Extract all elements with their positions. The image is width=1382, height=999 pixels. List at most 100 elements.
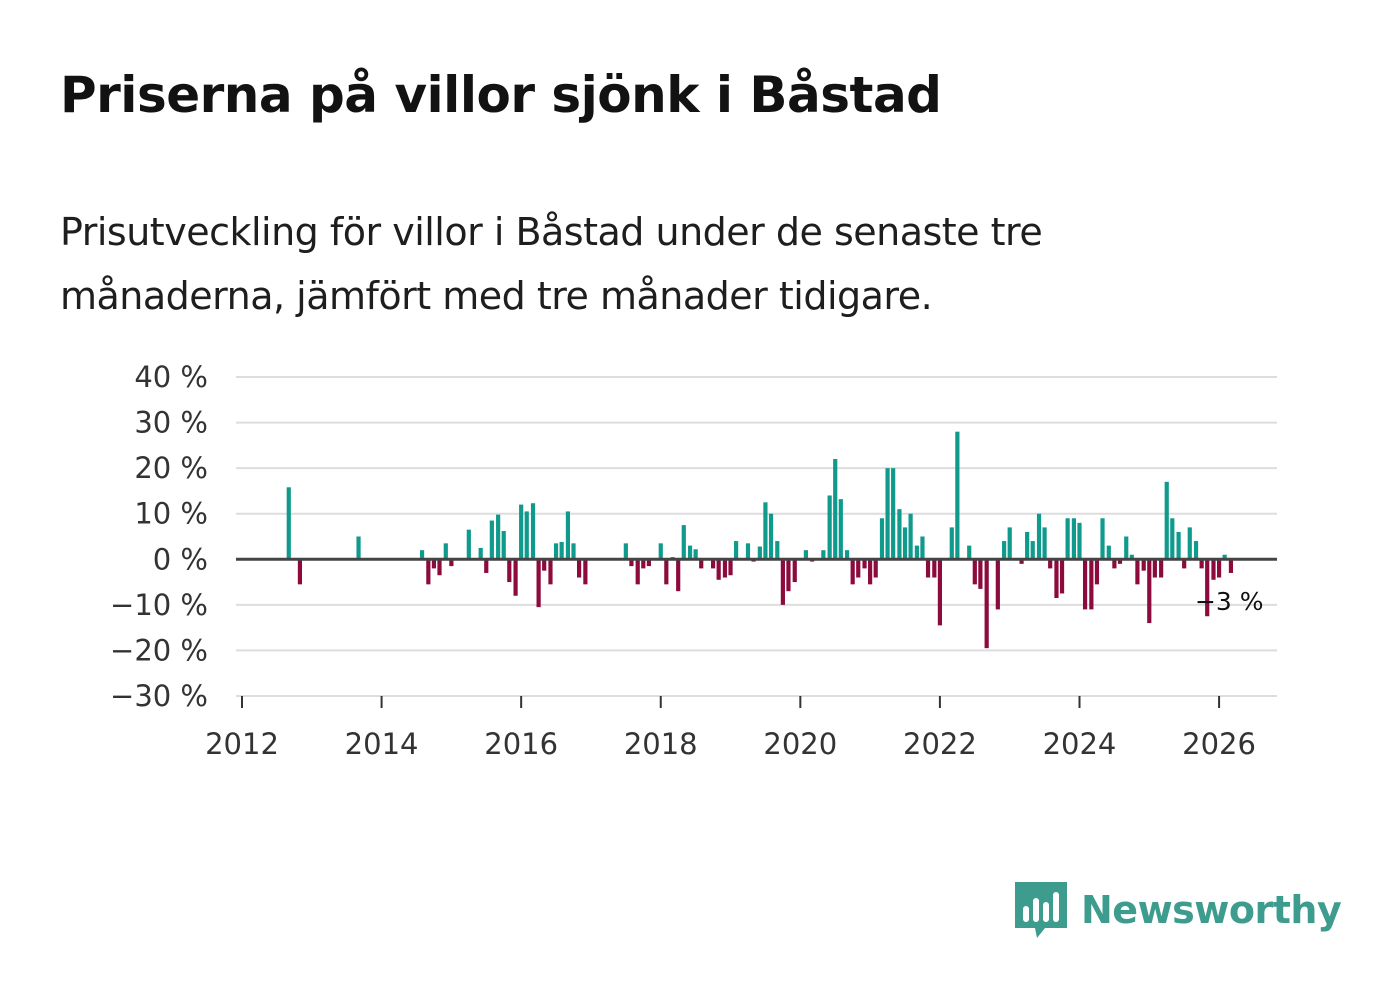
bar-23 [553, 543, 559, 560]
bar-94 [1054, 559, 1059, 599]
bar-18 [524, 511, 529, 560]
bar-4 [426, 559, 431, 585]
bar-14 [501, 531, 506, 560]
bar-60 [833, 459, 838, 560]
x-tick-label: 2012 [205, 727, 279, 761]
bar-15 [507, 559, 512, 583]
bar-28 [583, 559, 588, 585]
bar-70 [891, 468, 896, 560]
bar-100 [1089, 559, 1094, 610]
bar-85 [995, 559, 1000, 610]
y-tick-label: 10 % [134, 497, 208, 531]
bar-90 [1030, 541, 1035, 560]
bar-122 [1216, 559, 1222, 578]
bar-47 [745, 543, 751, 560]
bar-6 [437, 559, 442, 576]
bar-104 [1112, 559, 1117, 569]
bar-11 [484, 559, 489, 573]
bar-72 [902, 527, 908, 560]
x-tick-label: 2026 [1182, 727, 1256, 761]
brand-name: Newsworthy [1081, 888, 1342, 932]
x-tick-label: 2016 [484, 727, 558, 761]
bar-93 [1048, 559, 1053, 569]
bar-42 [710, 559, 716, 569]
bar-87 [1007, 527, 1012, 560]
bar-92 [1042, 527, 1047, 560]
bar-16 [513, 559, 518, 596]
bar-50 [763, 502, 768, 560]
bar-95 [1059, 559, 1065, 594]
bar-99 [1082, 559, 1088, 610]
bar-108 [1135, 559, 1140, 585]
bar-29 [623, 543, 628, 560]
bar-5 [431, 559, 437, 569]
bar-84 [984, 559, 989, 649]
y-tick-label: 20 % [134, 451, 208, 485]
bar-43 [716, 559, 721, 580]
bar-96 [1065, 518, 1070, 560]
grid-lines [236, 376, 1277, 697]
bar-82 [972, 559, 977, 585]
bar-73 [908, 513, 913, 560]
bar-25 [565, 511, 571, 560]
bar-67 [873, 559, 878, 578]
bar-24 [559, 541, 564, 560]
bar-9 [466, 529, 471, 560]
x-tick-label: 2014 [345, 727, 419, 761]
bar-13 [496, 514, 501, 560]
bar-59 [827, 495, 832, 560]
x-tick-label: 2024 [1043, 727, 1117, 761]
bar-118 [1193, 541, 1199, 560]
x-tick-label: 2018 [624, 727, 698, 761]
bar-119 [1199, 559, 1204, 569]
bar-38 [681, 525, 686, 560]
bar-101 [1094, 559, 1100, 585]
bar-88 [1019, 559, 1024, 564]
bar-53 [780, 559, 785, 605]
bar-124 [1228, 559, 1234, 573]
bar-80 [955, 431, 960, 560]
y-tick-label: 0 % [153, 542, 208, 576]
bar-107 [1129, 554, 1134, 560]
bar-39 [687, 545, 693, 560]
bar-3 [419, 550, 425, 560]
y-tick-label: −30 % [110, 679, 208, 713]
bar-7 [443, 543, 448, 560]
bar-37 [676, 559, 681, 592]
bar-120 [1205, 559, 1210, 617]
bar-112 [1159, 559, 1164, 578]
bar-86 [1002, 541, 1007, 560]
bar-109 [1141, 559, 1146, 571]
chart-subtitle: Prisutveckling för villor i Båstad under… [60, 210, 1043, 318]
bar-66 [868, 559, 873, 585]
bar-0 [286, 487, 291, 560]
bar-51 [768, 513, 774, 560]
bar-56 [803, 550, 809, 560]
chart-title: Priserna på villor sjönk i Båstad [60, 66, 942, 124]
bar-97 [1071, 518, 1077, 560]
y-tick-label: 30 % [134, 406, 208, 440]
bar-64 [856, 559, 861, 578]
y-tick-label: −10 % [110, 588, 208, 622]
bar-chart-speech-bubble-icon [1015, 882, 1067, 938]
bar-8 [449, 559, 454, 567]
bar-35 [664, 559, 669, 585]
bar-103 [1106, 545, 1111, 560]
bar-78 [937, 559, 943, 626]
bar-31 [635, 559, 640, 585]
bar-121 [1211, 559, 1216, 580]
y-axis-labels: 40 % 30 % 20 % 10 % 0 % −10 % −20 % −30 % [110, 360, 208, 713]
y-tick-label: −20 % [110, 633, 208, 667]
bar-20 [536, 559, 541, 608]
bar-1 [297, 559, 303, 585]
bar-52 [775, 541, 780, 560]
bar-19 [530, 503, 536, 560]
x-axis: 2012 2014 2016 2018 2020 2022 2024 2026 [205, 696, 1256, 761]
bar-34 [658, 543, 663, 560]
bar-115 [1176, 531, 1181, 560]
bar-75 [920, 536, 925, 560]
bar-41 [699, 559, 704, 569]
bar-30 [629, 559, 634, 567]
bar-111 [1152, 559, 1157, 578]
